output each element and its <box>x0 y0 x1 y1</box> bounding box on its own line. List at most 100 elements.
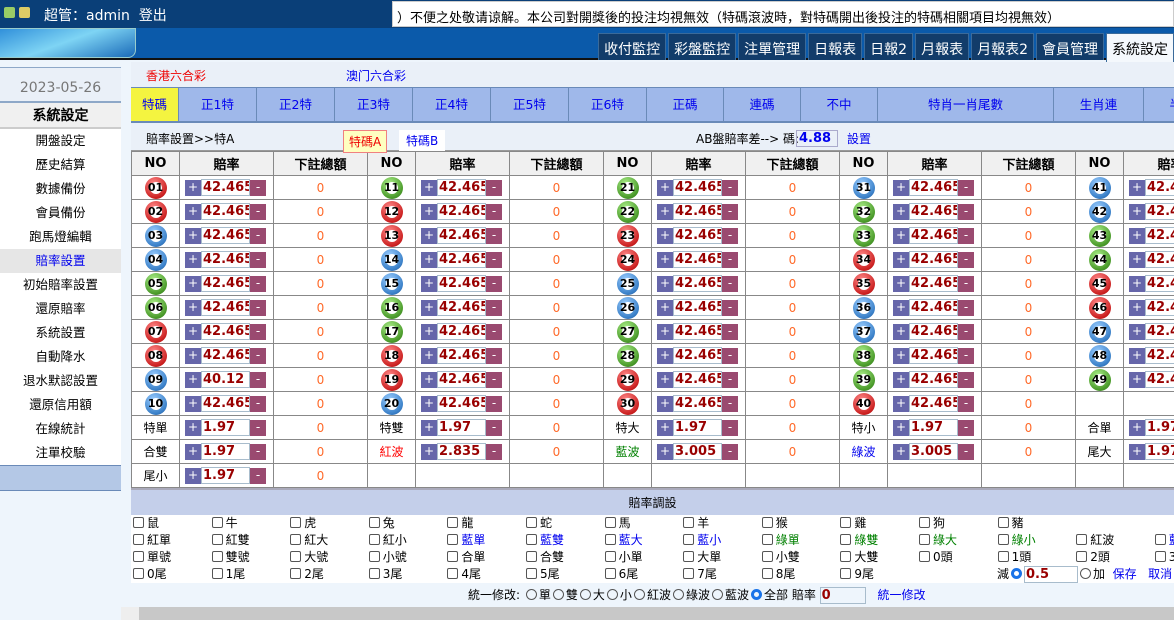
adjust-option[interactable]: 藍大 <box>604 532 643 549</box>
minus-button[interactable]: - <box>958 371 974 388</box>
minus-button[interactable]: - <box>250 251 266 268</box>
tab-special-a[interactable]: 特碼A <box>343 130 388 153</box>
odds-input[interactable]: 42.465 <box>437 203 486 220</box>
play-tab[interactable]: 連碼 <box>724 88 801 121</box>
nav-tab[interactable]: 月報表2 <box>971 33 1034 60</box>
minus-button[interactable]: - <box>250 371 266 388</box>
odds-input[interactable]: 42.465 <box>673 323 722 340</box>
checkbox[interactable] <box>368 551 380 562</box>
plus-button[interactable]: + <box>1129 419 1145 436</box>
minus-button[interactable]: - <box>250 275 266 292</box>
plus-button[interactable]: + <box>657 227 673 244</box>
checkbox[interactable] <box>997 534 1009 545</box>
play-tab[interactable]: 正1特 <box>179 88 257 121</box>
odds-input[interactable]: 42.465 <box>909 371 958 388</box>
checkbox[interactable] <box>526 517 537 528</box>
odds-input[interactable]: 42.465 <box>201 347 250 364</box>
checkbox[interactable] <box>1076 551 1088 562</box>
odds-input[interactable]: 42.465 <box>909 347 958 364</box>
adjust-option[interactable]: 紅單 <box>133 532 171 549</box>
plus-button[interactable]: + <box>1129 371 1145 388</box>
odds-input[interactable]: 1.97 <box>909 419 958 436</box>
odds-input[interactable]: 3.005 <box>673 443 722 460</box>
plus-button[interactable]: + <box>657 347 673 364</box>
odds-input[interactable]: 42.465 <box>673 299 722 316</box>
plus-button[interactable]: + <box>1129 275 1145 292</box>
plus-button[interactable]: + <box>1129 347 1145 364</box>
minus-button[interactable]: - <box>486 227 502 244</box>
plus-button[interactable]: + <box>421 203 437 220</box>
plus-button[interactable]: + <box>657 275 673 292</box>
horizontal-scrollbar[interactable] <box>121 607 1174 620</box>
odds-input[interactable]: 42.4 <box>1145 299 1174 316</box>
adjust-option[interactable]: 大號 <box>290 549 328 566</box>
checkbox[interactable] <box>919 551 930 562</box>
minus-button[interactable]: - <box>958 179 974 196</box>
plus-button[interactable]: + <box>893 203 909 220</box>
odds-input[interactable]: 42.465 <box>437 395 486 412</box>
minus-button[interactable]: - <box>250 179 266 196</box>
minus-button[interactable]: - <box>958 203 974 220</box>
minus-button[interactable]: - <box>486 443 502 460</box>
minus-button[interactable]: - <box>486 347 502 364</box>
odds-input[interactable]: 42.4 <box>1145 371 1174 388</box>
tab-special-b[interactable]: 特碼B <box>399 130 446 151</box>
plus-button[interactable]: + <box>657 395 673 412</box>
plus-button[interactable]: + <box>185 203 201 220</box>
adjust-option[interactable]: 6尾 <box>604 566 638 583</box>
adjust-option[interactable]: 藍小 <box>683 532 721 549</box>
odds-input[interactable]: 42.465 <box>201 275 250 292</box>
adjust-option[interactable]: 雙號 <box>211 549 250 566</box>
plus-button[interactable]: + <box>421 347 437 364</box>
odds-input[interactable]: 42.465 <box>673 371 722 388</box>
plus-button[interactable]: + <box>421 443 437 460</box>
plus-button[interactable]: + <box>421 275 437 292</box>
play-tab[interactable]: 正2特 <box>257 88 335 121</box>
decrease-radio[interactable] <box>1011 568 1023 579</box>
plus-button[interactable]: + <box>657 323 673 340</box>
checkbox[interactable] <box>840 568 852 579</box>
play-tab[interactable]: 半波 <box>1144 88 1174 121</box>
odds-input[interactable]: 1.97 <box>437 419 486 436</box>
checkbox[interactable] <box>761 517 773 528</box>
plus-button[interactable]: + <box>421 371 437 388</box>
checkbox[interactable] <box>447 551 459 562</box>
checkbox[interactable] <box>133 551 144 562</box>
plus-button[interactable]: + <box>657 371 673 388</box>
adjust-option[interactable]: 3尾 <box>368 566 402 583</box>
sidebar-item[interactable]: 自動降水 <box>0 345 121 369</box>
odds-input[interactable]: 42.465 <box>437 347 486 364</box>
checkbox[interactable] <box>761 568 773 579</box>
nav-tab[interactable]: 會員管理 <box>1036 33 1104 60</box>
plus-button[interactable]: + <box>421 227 437 244</box>
odds-input[interactable]: 42.465 <box>201 227 250 244</box>
unified-radio[interactable] <box>552 589 564 600</box>
minus-button[interactable]: - <box>486 275 502 292</box>
adjust-option[interactable]: 0尾 <box>133 566 167 583</box>
odds-input[interactable]: 42.4 <box>1145 179 1174 196</box>
sidebar-item[interactable]: 開盤設定 <box>0 129 121 153</box>
minus-button[interactable]: - <box>250 419 266 436</box>
checkbox[interactable] <box>683 534 695 545</box>
play-tab[interactable]: 正6特 <box>569 88 647 121</box>
odds-input[interactable]: 1.97 <box>201 467 250 484</box>
odds-input[interactable]: 42.4 <box>1145 347 1174 364</box>
play-tab[interactable]: 不中 <box>801 88 878 121</box>
adjust-option[interactable]: 合單 <box>447 549 485 566</box>
checkbox[interactable] <box>133 568 144 579</box>
checkbox[interactable] <box>447 568 459 579</box>
checkbox[interactable] <box>1076 534 1088 545</box>
adjust-option[interactable]: 綠小 <box>997 532 1036 549</box>
adjust-option[interactable]: 龍 <box>447 515 473 532</box>
checkbox[interactable] <box>840 517 852 528</box>
minus-button[interactable]: - <box>250 227 266 244</box>
plus-button[interactable]: + <box>185 419 201 436</box>
sidebar-item[interactable]: 數據備份 <box>0 177 121 201</box>
minus-button[interactable]: - <box>958 419 974 436</box>
plus-button[interactable]: + <box>421 299 437 316</box>
adjust-option[interactable]: 蛇 <box>526 515 552 532</box>
adjust-option[interactable]: 綠單 <box>761 532 800 549</box>
plus-button[interactable]: + <box>893 371 909 388</box>
checkbox[interactable] <box>526 534 537 545</box>
adjust-option[interactable]: 1尾 <box>211 566 245 583</box>
